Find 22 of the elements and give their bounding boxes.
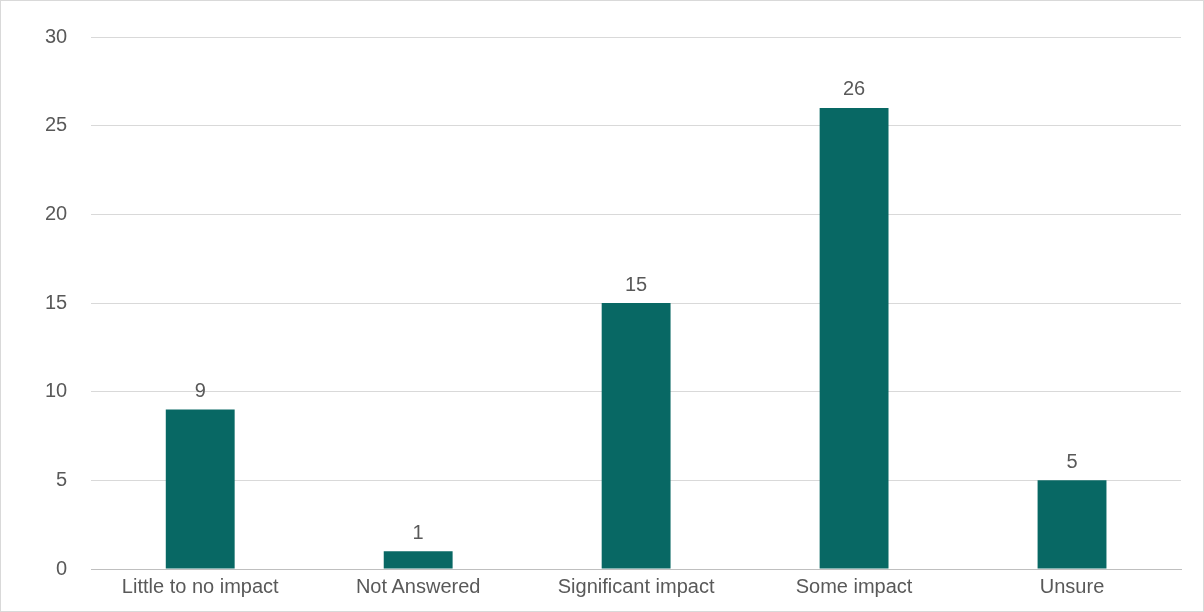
- x-tick-label: Not Answered: [355, 574, 481, 597]
- x-tick-label: Significant impact: [557, 574, 715, 597]
- y-tick-label: 10: [45, 379, 68, 402]
- x-tick-label: Little to no impact: [121, 574, 280, 597]
- y-tick-label: 0: [56, 556, 68, 579]
- y-tick-label: 30: [45, 24, 68, 47]
- y-tick-label: 15: [45, 290, 68, 313]
- x-tick-label: Unsure: [1039, 574, 1105, 597]
- bar: [819, 107, 889, 569]
- bar: [1037, 480, 1107, 569]
- y-tick-label: 5: [56, 467, 68, 490]
- data-label: 1: [412, 520, 424, 543]
- data-label: 9: [194, 378, 206, 401]
- data-label: 15: [625, 272, 648, 295]
- y-tick-label: 25: [45, 113, 68, 136]
- bar: [165, 409, 235, 569]
- bar: [383, 551, 453, 569]
- x-tick-label: Some impact: [795, 574, 913, 597]
- data-label: 26: [842, 77, 866, 100]
- data-label: 5: [1066, 449, 1078, 472]
- y-tick-label: 20: [45, 201, 68, 224]
- bar: [601, 303, 671, 569]
